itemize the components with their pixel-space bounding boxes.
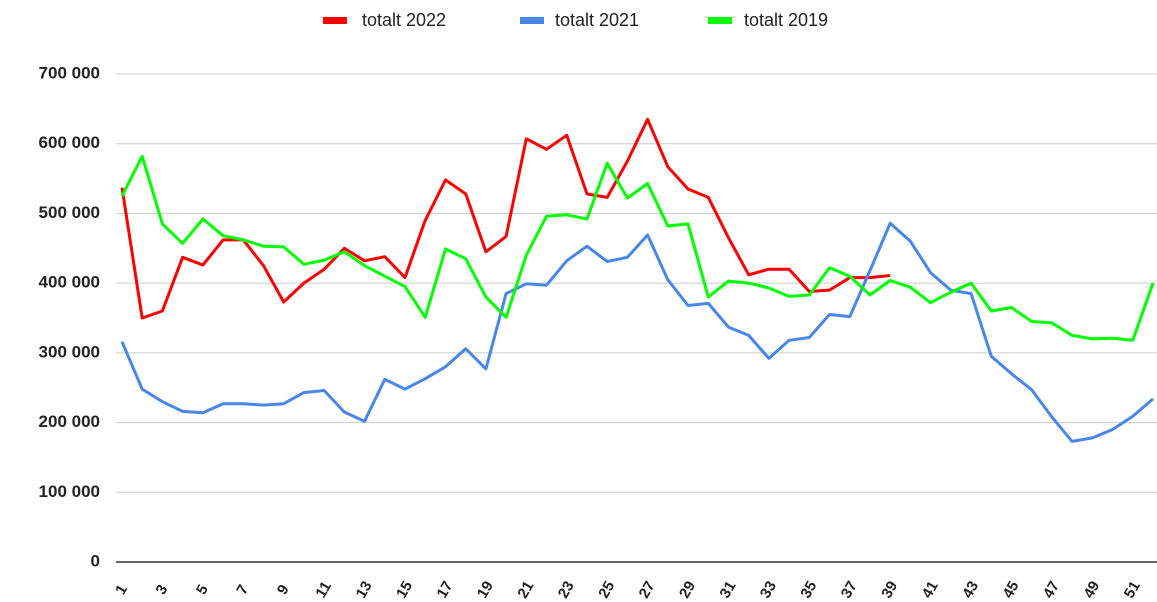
x-tick-label: 41 [919,578,942,601]
x-tick-label: 45 [999,578,1022,601]
x-tick-label: 25 [595,578,618,601]
x-tick-label: 19 [474,578,497,601]
series-line [120,154,1155,342]
x-tick-label: 23 [555,578,578,601]
x-tick-label: 3 [153,582,172,598]
y-tick-label: 500 000 [39,203,100,222]
x-tick-label: 47 [1040,578,1063,601]
x-tick-label: 5 [193,582,212,598]
legend-label: totalt 2019 [744,10,828,30]
legend-marker [323,17,347,24]
x-tick-label: 21 [514,578,537,601]
series-line [120,117,891,320]
x-tick-label: 37 [838,578,861,601]
x-tick-label: 39 [878,578,901,601]
legend-label: totalt 2022 [362,10,446,30]
legend-label: totalt 2021 [555,10,639,30]
x-tick-label: 51 [1121,578,1144,601]
series-line [120,221,1154,443]
x-tick-label: 33 [757,578,780,601]
x-tick-label: 15 [393,578,416,601]
y-tick-label: 400 000 [39,273,100,292]
x-tick-label: 43 [959,578,982,601]
y-tick-label: 0 [91,551,100,570]
x-tick-label: 9 [274,582,293,598]
y-tick-label: 300 000 [39,342,100,361]
y-tick-label: 600 000 [39,133,100,152]
y-tick-label: 100 000 [39,482,100,501]
legend-marker [708,17,732,24]
y-tick-label: 200 000 [39,412,100,431]
x-tick-label: 35 [797,578,820,601]
x-tick-label: 49 [1080,578,1103,601]
x-tick-label: 17 [433,578,456,601]
x-tick-label: 31 [716,578,739,601]
y-tick-label: 700 000 [39,63,100,82]
x-tick-label: 27 [636,578,659,601]
x-tick-label: 13 [353,578,376,601]
x-tick-label: 29 [676,578,699,601]
x-tick-label: 11 [312,579,335,601]
x-tick-label: 7 [233,582,252,598]
legend-marker [520,17,544,24]
x-tick-label: 1 [112,582,131,598]
